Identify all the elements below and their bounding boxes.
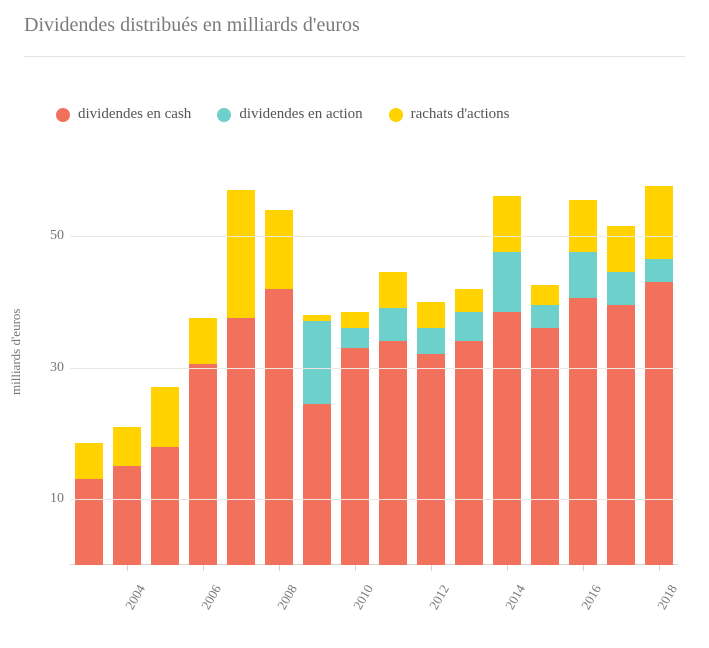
bar-segment-cash bbox=[493, 312, 520, 565]
y-axis-label: milliards d'euros bbox=[8, 309, 24, 395]
legend-swatch bbox=[56, 108, 70, 122]
bar-segment-cash bbox=[151, 447, 178, 566]
x-tick-label: 2012 bbox=[415, 582, 453, 632]
bar-segment-rachats bbox=[75, 443, 102, 479]
legend-swatch bbox=[217, 108, 231, 122]
bar-segment-cash bbox=[265, 289, 292, 566]
bar-segment-rachats bbox=[227, 190, 254, 318]
bar-segment-action bbox=[341, 328, 368, 348]
bar-segment-rachats bbox=[189, 318, 216, 364]
gridline bbox=[70, 236, 678, 237]
y-tick-label: 50 bbox=[40, 228, 64, 244]
legend-label: rachats d'actions bbox=[411, 106, 510, 123]
bar-segment-action bbox=[607, 272, 634, 305]
x-tick-label: 2010 bbox=[339, 582, 377, 632]
bar-segment-cash bbox=[455, 341, 482, 565]
plot-area: 103050 bbox=[70, 170, 678, 565]
chart-title: Dividendes distribués en milliards d'eur… bbox=[24, 14, 360, 37]
bar-segment-cash bbox=[607, 305, 634, 565]
title-divider bbox=[24, 56, 685, 57]
bar-segment-action bbox=[303, 321, 330, 403]
x-tick-mark bbox=[355, 565, 356, 571]
bar-segment-action bbox=[645, 259, 672, 282]
bar-segment-cash bbox=[75, 479, 102, 565]
bar-segment-cash bbox=[569, 298, 596, 565]
bar-segment-cash bbox=[379, 341, 406, 565]
legend: dividendes en cash dividendes en action ra… bbox=[56, 106, 510, 123]
y-tick-label: 10 bbox=[40, 491, 64, 507]
bar-segment-rachats bbox=[151, 387, 178, 446]
x-axis-labels: 2004 2006 2008 2010 2012 2014 2016 2018 bbox=[70, 572, 678, 632]
bar-segment-rachats bbox=[607, 226, 634, 272]
bar-segment-rachats bbox=[113, 427, 140, 467]
bar-segment-action bbox=[379, 308, 406, 341]
y-tick-label: 30 bbox=[40, 360, 64, 376]
bar-segment-rachats bbox=[569, 200, 596, 253]
x-tick-mark bbox=[507, 565, 508, 571]
bar-segment-cash bbox=[189, 364, 216, 565]
x-tick-label: 2006 bbox=[187, 582, 225, 632]
bar-segment-cash bbox=[227, 318, 254, 565]
x-tick-mark bbox=[279, 565, 280, 571]
chart-container: Dividendes distribués en milliards d'eur… bbox=[0, 0, 709, 648]
bar-segment-action bbox=[417, 328, 444, 354]
gridline bbox=[70, 368, 678, 369]
legend-label: dividendes en cash bbox=[78, 106, 191, 123]
x-tick-label: 2018 bbox=[643, 582, 681, 632]
bar-segment-cash bbox=[303, 404, 330, 565]
bar-segment-rachats bbox=[265, 210, 292, 289]
x-tick-mark bbox=[583, 565, 584, 571]
bar-segment-rachats bbox=[531, 285, 558, 305]
bar-segment-rachats bbox=[493, 196, 520, 252]
bar-segment-cash bbox=[417, 354, 444, 565]
legend-item: dividendes en cash bbox=[56, 106, 191, 123]
x-tick-mark bbox=[203, 565, 204, 571]
x-tick-mark bbox=[127, 565, 128, 571]
x-tick-label: 2014 bbox=[491, 582, 529, 632]
x-tick-label: 2004 bbox=[111, 582, 149, 632]
bar-segment-cash bbox=[531, 328, 558, 565]
bar-segment-action bbox=[531, 305, 558, 328]
bar-segment-rachats bbox=[417, 302, 444, 328]
legend-item: rachats d'actions bbox=[389, 106, 510, 123]
bar-segment-rachats bbox=[455, 289, 482, 312]
x-tick-label: 2016 bbox=[567, 582, 605, 632]
bar-segment-action bbox=[455, 312, 482, 342]
legend-item: dividendes en action bbox=[217, 106, 362, 123]
bar-segment-cash bbox=[645, 282, 672, 565]
bar-segment-rachats bbox=[645, 186, 672, 258]
gridline bbox=[70, 499, 678, 500]
bar-segment-action bbox=[493, 252, 520, 311]
bar-segment-rachats bbox=[379, 272, 406, 308]
bar-segment-rachats bbox=[303, 315, 330, 322]
x-tick-mark bbox=[431, 565, 432, 571]
x-tick-mark bbox=[659, 565, 660, 571]
bar-segment-rachats bbox=[341, 312, 368, 328]
legend-swatch bbox=[389, 108, 403, 122]
bar-segment-cash bbox=[341, 348, 368, 565]
legend-label: dividendes en action bbox=[239, 106, 362, 123]
bar-segment-cash bbox=[113, 466, 140, 565]
x-tick-label: 2008 bbox=[263, 582, 301, 632]
bar-segment-action bbox=[569, 252, 596, 298]
